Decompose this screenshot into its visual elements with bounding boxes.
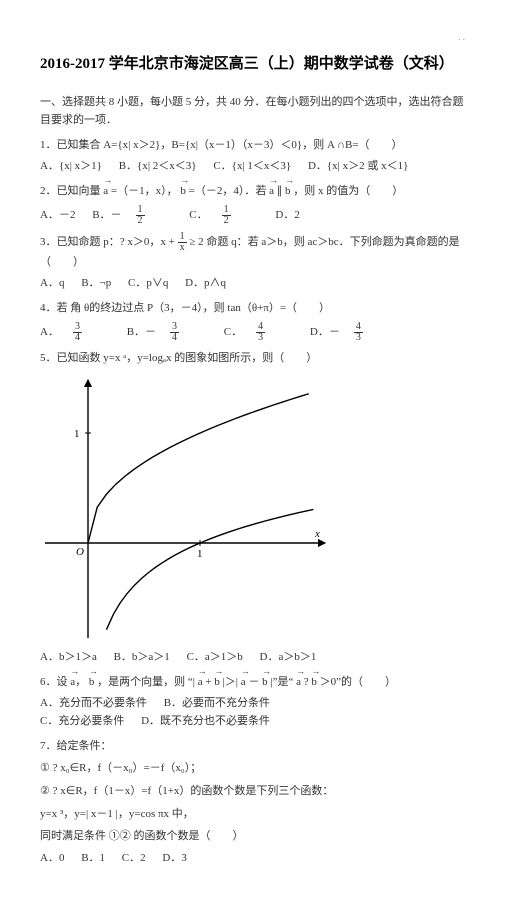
q4-options: A．34 B．－34 C．43 D．－43 bbox=[40, 322, 465, 343]
q7-line4: y=x ³，y=| x－1 |，y=cos πx 中， bbox=[40, 805, 465, 824]
page-title: 2016-2017 学年北京市海淀区高三（上）期中数学试卷（文科） bbox=[40, 52, 465, 76]
q4-opt-d: D．－43 bbox=[310, 326, 391, 338]
q7-opt-a: A．0 bbox=[40, 852, 64, 864]
q1-opt-b: B．{x| 2＜x＜3} bbox=[119, 160, 197, 172]
q5-stem: 5．已知函数 y=x ᵃ，y=logₐx 的图象如图所示，则（ ） bbox=[40, 349, 465, 368]
svg-text:1: 1 bbox=[74, 428, 80, 440]
q2-pre: 2．已知向量 bbox=[40, 185, 103, 197]
q3-opt-b: B．¬p bbox=[81, 277, 111, 289]
q1-opt-a: A．{x| x＞1} bbox=[40, 160, 102, 172]
q6-end: ＞0”的（ ） bbox=[320, 676, 396, 688]
q6-opt-d: D．既不充分也不必要条件 bbox=[141, 715, 270, 727]
vector-a-icon: a bbox=[296, 673, 301, 692]
q7-line5: 同时满足条件 ①② 的函数个数是（ ） bbox=[40, 827, 465, 846]
q2-m3: ∥ bbox=[277, 185, 285, 197]
q2-opt-d: D．2 bbox=[275, 209, 299, 221]
q4-opt-b: B．－34 bbox=[127, 326, 207, 338]
q7-opt-d: D．3 bbox=[162, 852, 186, 864]
q4-opt-c: C．43 bbox=[224, 326, 293, 338]
vector-a-icon: a bbox=[241, 673, 246, 692]
q6-pre: 6．设 bbox=[40, 676, 70, 688]
q6-m4: － bbox=[248, 676, 262, 688]
q5-opt-c: C．a＞1＞b bbox=[187, 651, 243, 663]
q2-m1: =（－1，x）， bbox=[111, 185, 178, 197]
q7-line2: ① ? x₀∈R，f（－x₀）=－f（x₀）； bbox=[40, 759, 465, 778]
q3-opt-d: D．p∧q bbox=[185, 277, 226, 289]
q2-opt-a: A．－2 bbox=[40, 209, 75, 221]
q5-chart: Ox 1 1 bbox=[40, 373, 330, 643]
q4-opt-a: A．34 bbox=[40, 326, 110, 338]
vector-a-icon: a bbox=[269, 182, 274, 201]
q2-options: A．－2 B．－12 C．12 D．2 bbox=[40, 205, 465, 226]
q6-m2: + bbox=[205, 676, 214, 688]
vector-a-icon: a bbox=[70, 673, 75, 692]
q6-opt-a: A．充分而不必要条件 bbox=[40, 697, 147, 709]
vector-b-icon: b bbox=[311, 673, 317, 692]
q7-line3: ② ? x∈R，f（1－x）=f（1+x）的函数个数是下列三个函数： bbox=[40, 782, 465, 801]
q7-opt-b: B．1 bbox=[81, 852, 105, 864]
page-marker: . . bbox=[40, 30, 465, 44]
vector-b-icon: b bbox=[262, 673, 268, 692]
q5-opt-a: A．b＞1＞a bbox=[40, 651, 97, 663]
q5-options: A．b＞1＞a B．b＞a＞1 C．a＞1＞b D．a＞b＞1 bbox=[40, 649, 465, 667]
q5-opt-b: B．b＞a＞1 bbox=[114, 651, 170, 663]
vector-a-icon: a bbox=[103, 182, 108, 201]
q1-stem: 1．已知集合 A={x| x＞2}，B={x|（x－1）（x－3）＜0}，则 A… bbox=[40, 136, 465, 155]
section-1-header: 一、选择题共 8 小题，每小题 5 分，共 40 分．在每小题列出的四个选项中，… bbox=[40, 94, 465, 129]
vector-b-icon: b bbox=[180, 182, 186, 201]
q2-end: ，则 x 的值为（ ） bbox=[293, 185, 403, 197]
q2-stem: 2．已知向量 a =（－1，x）， b =（－2，4）．若 a ∥ b ，则 x… bbox=[40, 182, 465, 201]
q6-opt-c: C．充分必要条件 bbox=[40, 715, 124, 727]
fraction-icon: 1x bbox=[178, 232, 187, 253]
q6-options: A．充分而不必要条件 B．必要而不充分条件 C．充分必要条件 D．既不充分也不必… bbox=[40, 695, 465, 730]
q6-m3: |＞| bbox=[223, 676, 241, 688]
q3-opt-a: A．q bbox=[40, 277, 64, 289]
svg-text:O: O bbox=[76, 546, 84, 558]
vector-b-icon: b bbox=[214, 673, 220, 692]
q5-opt-d: D．a＞b＞1 bbox=[260, 651, 317, 663]
q6-m6: ? bbox=[304, 676, 312, 688]
q3-stem: 3．已知命题 p：? x＞0，x + 1x ≥ 2 命题 q：若 a＞b，则 a… bbox=[40, 232, 465, 272]
q2-m2: =（－2，4）．若 bbox=[189, 185, 269, 197]
q6-m5: |”是“ bbox=[270, 676, 293, 688]
q2-opt-b: B．－12 bbox=[92, 209, 172, 221]
q3-pre: 3．已知命题 p：? x＞0，x + bbox=[40, 236, 175, 248]
vector-b-icon: b bbox=[285, 182, 291, 201]
svg-text:1: 1 bbox=[197, 548, 203, 560]
q4-stem: 4．若 角 θ的终边过点 P（3，－4），则 tan（θ+π）=（ ） bbox=[40, 299, 465, 318]
q2-opt-c: C．12 bbox=[189, 209, 258, 221]
vector-a-icon: a bbox=[198, 673, 203, 692]
q7-opt-c: C．2 bbox=[122, 852, 146, 864]
q3-options: A．q B．¬p C．p∨q D．p∧q bbox=[40, 275, 465, 293]
q1-opt-c: C．{x| 1＜x＜3} bbox=[213, 160, 291, 172]
q6-m1: ，是两个向量，则 “| bbox=[97, 676, 198, 688]
q6-opt-b: B．必要而不充分条件 bbox=[164, 697, 270, 709]
q7-options: A．0 B．1 C．2 D．3 bbox=[40, 850, 465, 868]
q3-opt-c: C．p∨q bbox=[128, 277, 168, 289]
q1-opt-d: D．{x| x＞2 或 x＜1} bbox=[308, 160, 408, 172]
svg-text:x: x bbox=[314, 528, 320, 540]
q7-line1: 7．给定条件： bbox=[40, 737, 465, 756]
q6-stem: 6．设 a， b ，是两个向量，则 “| a + b |＞| a － b |”是… bbox=[40, 673, 465, 692]
vector-b-icon: b bbox=[89, 673, 95, 692]
